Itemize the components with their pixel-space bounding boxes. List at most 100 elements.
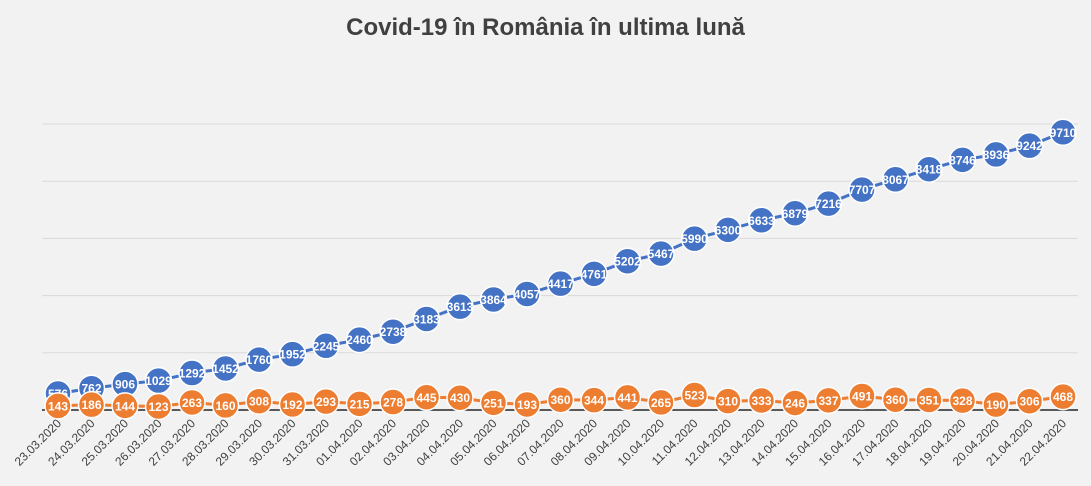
data-point: 263 — [178, 388, 206, 417]
data-label: 144 — [115, 399, 135, 413]
data-marker — [948, 146, 977, 174]
data-marker — [948, 386, 977, 415]
data-marker — [446, 292, 474, 321]
data-point: 1029 — [144, 366, 173, 395]
data-point: 123 — [144, 392, 173, 421]
data-point: 1952 — [278, 340, 307, 368]
data-marker — [379, 317, 407, 346]
data-point: 293 — [312, 387, 340, 416]
data-point: 3864 — [479, 285, 508, 314]
data-label: 1029 — [145, 374, 172, 388]
data-label: 310 — [718, 395, 738, 409]
data-marker — [211, 391, 240, 420]
data-marker — [446, 383, 474, 412]
data-point: 344 — [580, 386, 608, 414]
data-marker — [680, 381, 709, 409]
data-point: 523 — [680, 381, 709, 409]
data-label: 306 — [1019, 395, 1039, 409]
data-point: 3613 — [446, 292, 474, 321]
data-label: 360 — [550, 393, 570, 407]
data-marker — [479, 389, 508, 417]
data-point: 2460 — [345, 325, 374, 354]
data-marker — [111, 392, 139, 420]
data-label: 5202 — [614, 255, 641, 269]
data-marker — [178, 359, 206, 387]
data-point: 328 — [948, 386, 977, 415]
data-point: 190 — [982, 390, 1010, 419]
data-point: 310 — [714, 387, 742, 415]
data-marker — [44, 392, 72, 420]
data-label: 6633 — [748, 214, 775, 228]
data-label: 293 — [316, 395, 336, 409]
data-label: 5990 — [681, 232, 708, 246]
data-marker — [1049, 382, 1077, 411]
data-marker — [379, 388, 407, 416]
data-point: 160 — [211, 391, 240, 420]
data-label: 9710 — [1050, 126, 1077, 140]
data-marker — [245, 345, 273, 374]
data-marker — [278, 390, 307, 419]
data-point: 333 — [747, 386, 776, 415]
data-point: 193 — [513, 390, 541, 419]
data-marker — [814, 386, 843, 415]
data-label: 278 — [383, 396, 403, 410]
data-marker — [814, 189, 843, 218]
data-label: 360 — [885, 393, 905, 407]
data-label: 491 — [852, 389, 872, 403]
data-label: 215 — [349, 397, 369, 411]
data-point: 5467 — [647, 239, 675, 268]
data-point: 8936 — [982, 140, 1010, 169]
data-label: 6300 — [715, 223, 742, 237]
data-label: 441 — [617, 391, 637, 405]
data-point: 251 — [479, 389, 508, 417]
data-marker — [513, 280, 541, 308]
data-marker — [312, 387, 340, 416]
data-point: 1452 — [211, 354, 240, 383]
data-point: 278 — [379, 388, 407, 416]
data-point: 441 — [613, 383, 642, 412]
data-point: 6300 — [714, 216, 742, 244]
data-point: 360 — [546, 385, 575, 414]
data-label: 333 — [751, 394, 771, 408]
data-marker — [546, 269, 575, 298]
data-markers: 5767629061029129214521760195222452460273… — [44, 118, 1077, 421]
data-marker — [345, 325, 374, 354]
data-label: 160 — [215, 399, 235, 413]
data-point: 6879 — [781, 199, 809, 228]
data-marker — [982, 140, 1010, 169]
data-marker — [479, 285, 508, 314]
data-point: 308 — [245, 387, 273, 415]
data-label: 1760 — [246, 353, 273, 367]
data-label: 4417 — [547, 277, 574, 291]
data-point: 8418 — [915, 155, 943, 183]
data-point: 186 — [77, 390, 106, 419]
data-point: 7707 — [848, 175, 876, 204]
data-label: 1452 — [212, 362, 239, 376]
data-marker — [77, 390, 106, 419]
data-label: 263 — [182, 396, 202, 410]
data-marker — [647, 388, 675, 417]
data-point: 430 — [446, 383, 474, 412]
data-point: 2245 — [312, 332, 340, 360]
data-marker — [680, 224, 709, 253]
data-point: 3183 — [412, 305, 441, 333]
data-point: 4761 — [580, 260, 608, 288]
data-label: 7216 — [815, 197, 842, 211]
data-point: 143 — [44, 392, 72, 420]
data-point: 5202 — [613, 247, 642, 275]
data-point: 265 — [647, 388, 675, 417]
data-point: 1760 — [245, 345, 273, 374]
series-line-1 — [57, 130, 1064, 396]
data-label: 7707 — [849, 183, 876, 197]
data-marker — [580, 386, 608, 414]
data-marker — [915, 155, 943, 183]
data-marker — [513, 390, 541, 419]
data-label: 8418 — [916, 163, 943, 177]
data-label: 344 — [584, 394, 604, 408]
data-marker — [714, 216, 742, 244]
data-point: 8067 — [881, 165, 910, 194]
data-point: 246 — [781, 389, 809, 417]
data-label: 906 — [115, 378, 135, 392]
data-point: 1292 — [178, 359, 206, 387]
data-marker — [747, 206, 776, 235]
